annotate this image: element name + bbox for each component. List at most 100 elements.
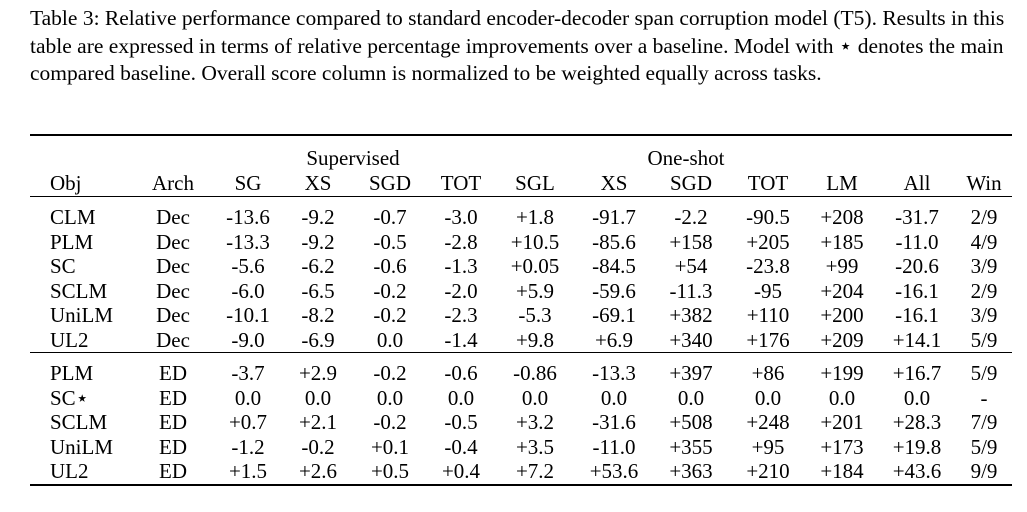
- table-cell: +382: [669, 303, 713, 327]
- table-cell: +204: [820, 278, 864, 303]
- row-objective: SCLM: [50, 410, 108, 434]
- table-cell: 2/9: [970, 278, 998, 303]
- table-cell: -10.1: [226, 303, 270, 327]
- table-cell: +176: [746, 327, 790, 352]
- column-header: SG: [234, 171, 262, 195]
- table-cell: 0.0: [376, 385, 404, 410]
- table-cell: 3/9: [970, 254, 998, 278]
- column-header-row: Obj Arch SG XS SGD TOT SGL XS SGD TOT LM All Win: [30, 170, 1012, 197]
- table-cell: +110: [746, 303, 790, 327]
- table-cell: -0.6: [373, 254, 407, 278]
- table-cell: -0.2: [373, 410, 407, 434]
- table-cell: -90.5: [746, 205, 790, 229]
- table-cell: -9.2: [301, 205, 335, 229]
- table-cell: -3.7: [231, 361, 265, 385]
- row-arch: Dec: [156, 278, 190, 303]
- table-cell: 0.0: [754, 385, 782, 410]
- table-cell: +28.3: [892, 410, 942, 434]
- table-cell: -31.7: [895, 205, 939, 229]
- column-header: Obj: [50, 171, 82, 195]
- table-cell: 5/9: [970, 361, 998, 385]
- table-cell: 0.0: [376, 327, 404, 352]
- row-arch: ED: [159, 385, 187, 410]
- table-cell: -: [980, 385, 988, 410]
- table-cell: 0.0: [677, 385, 705, 410]
- table-cell: -3.0: [444, 205, 478, 229]
- table-cell: -0.86: [513, 361, 557, 385]
- column-header: TOT: [747, 171, 789, 195]
- table-cell: -85.6: [592, 229, 636, 254]
- table-cell: -95: [754, 278, 782, 303]
- table-cell: -59.6: [592, 278, 636, 303]
- table-cell: +1.5: [228, 459, 268, 483]
- column-header: XS: [600, 171, 628, 195]
- table-cell: +0.7: [228, 410, 268, 434]
- table-cell: 0.0: [304, 385, 332, 410]
- row-objective: UniLM: [50, 303, 113, 327]
- table-cell: +54: [674, 254, 708, 278]
- table-cell: +201: [820, 410, 864, 434]
- table-cell: +86: [751, 361, 785, 385]
- table-cell: +173: [820, 434, 864, 459]
- table-cell: -2.0: [444, 278, 478, 303]
- table-cell: -2.8: [444, 229, 478, 254]
- table-cell: -9.2: [301, 229, 335, 254]
- row-objective: SC: [50, 254, 76, 278]
- table-cell: -13.3: [592, 361, 636, 385]
- row-arch: Dec: [156, 303, 190, 327]
- table-row: PLM ED -3.7 +2.9 -0.2 -0.6 -0.86 -13.3 +397 +86 +1…: [30, 361, 1012, 386]
- table-row: SC⋆ ED 0.0 0.0 0.0 0.0 0.0 0.0 0.0 0.0 0.0 0.0 -: [30, 386, 1012, 411]
- table-cell: 7/9: [970, 410, 998, 434]
- column-header: Win: [966, 171, 1002, 195]
- column-header: SGD: [368, 171, 411, 195]
- table-cell: +10.5: [510, 229, 560, 254]
- column-header: Arch: [152, 171, 194, 195]
- table-cell: +508: [669, 410, 713, 434]
- table-row: SCLM ED +0.7 +2.1 -0.2 -0.5 +3.2 -31.6 +508 +248 +…: [30, 410, 1012, 435]
- table-cell: 5/9: [970, 434, 998, 459]
- header-rule: [30, 196, 1012, 205]
- table-cell: -0.2: [373, 361, 407, 385]
- table-cell: +340: [669, 327, 713, 352]
- column-header: All: [903, 171, 931, 195]
- table-cell: +209: [820, 327, 864, 352]
- column-header: SGL: [515, 171, 555, 195]
- row-objective: PLM: [50, 361, 94, 385]
- table-row: UniLM Dec -10.1 -8.2 -0.2 -2.3 -5.3 -69.1 +382 +1…: [30, 303, 1012, 328]
- table-cell: -5.3: [518, 303, 552, 327]
- bottom-rule: [30, 483, 1012, 488]
- table-cell: +210: [746, 459, 790, 483]
- table-cell: -2.2: [674, 205, 708, 229]
- table-row: SC Dec -5.6 -6.2 -0.6 -1.3 +0.05 -84.5 +54 -23.8 +…: [30, 254, 1012, 279]
- row-objective: UL2: [50, 327, 89, 352]
- table-cell: -0.5: [373, 229, 407, 254]
- table-cell: +355: [669, 434, 713, 459]
- table-cell: 0.0: [521, 385, 549, 410]
- table-cell: -13.3: [226, 229, 270, 254]
- table-cell: 2/9: [970, 205, 998, 229]
- table-cell: 9/9: [970, 459, 998, 483]
- row-objective: SC⋆: [50, 385, 89, 410]
- table-cell: -91.7: [592, 205, 636, 229]
- table-cell: +95: [751, 434, 785, 459]
- table-cell: 0.0: [600, 385, 628, 410]
- row-arch: Dec: [156, 229, 190, 254]
- table-cell: -9.0: [231, 327, 265, 352]
- table-cell: +5.9: [515, 278, 555, 303]
- table-cell: +2.9: [298, 361, 338, 385]
- table-cell: -11.0: [895, 229, 939, 254]
- table-cell: +7.2: [515, 459, 555, 483]
- table-cell: +1.8: [515, 205, 555, 229]
- row-arch: Dec: [156, 254, 190, 278]
- table-cell: +184: [820, 459, 864, 483]
- results-table: Supervised One-shot Obj Arch SG XS SGD TOT SGL…: [30, 134, 1012, 488]
- table-cell: +199: [820, 361, 864, 385]
- table-cell: -20.6: [895, 254, 939, 278]
- table-cell: +200: [820, 303, 864, 327]
- table-cell: +0.1: [370, 434, 410, 459]
- row-arch: ED: [159, 410, 187, 434]
- table-cell: +14.1: [892, 327, 942, 352]
- table-cell: -1.2: [231, 434, 265, 459]
- table-cell: +9.8: [515, 327, 555, 352]
